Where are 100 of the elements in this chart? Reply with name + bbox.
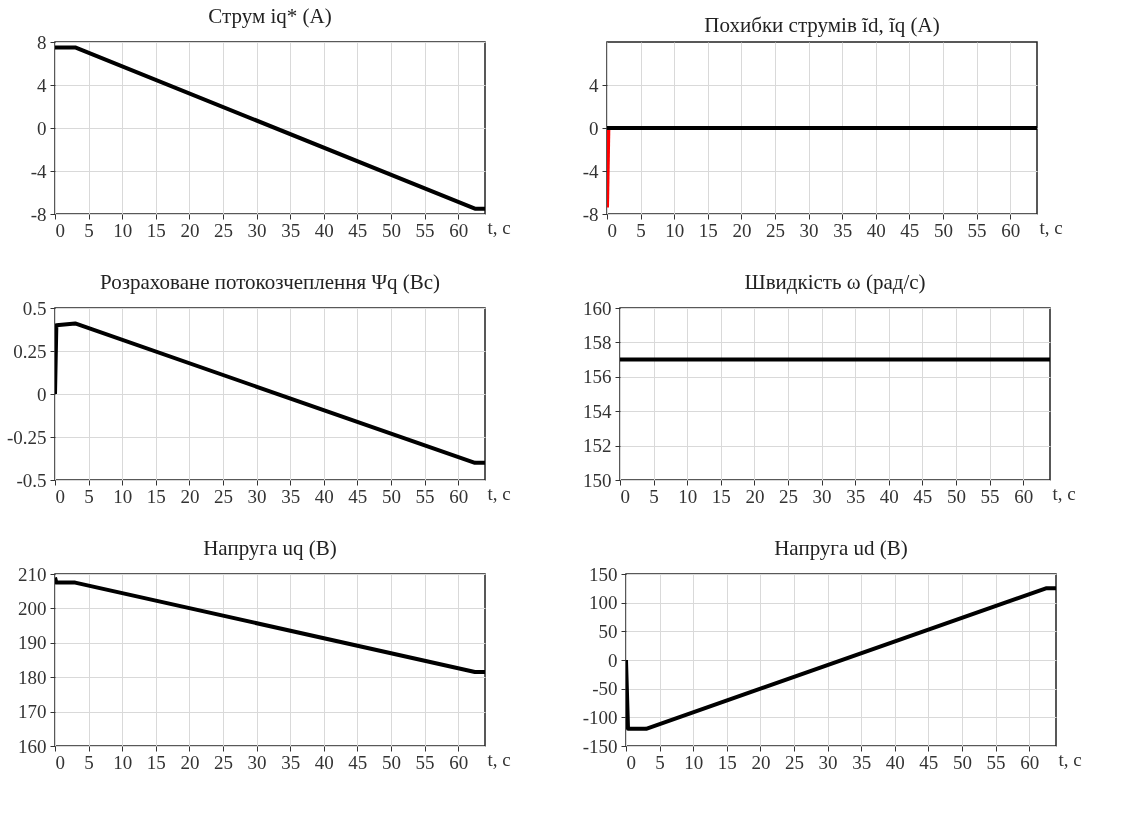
y-tick-label: -4 bbox=[30, 160, 47, 182]
x-tick-label: 35 bbox=[833, 219, 853, 241]
x-tick-label: 15 bbox=[146, 751, 166, 773]
x-tick-label: 30 bbox=[799, 219, 819, 241]
x-axis-title: t, c bbox=[1052, 482, 1076, 504]
x-tick-label: 25 bbox=[213, 485, 233, 507]
x-tick-label: 30 bbox=[247, 751, 267, 773]
x-axis-title: t, c bbox=[1058, 748, 1082, 770]
y-tick-label: 0 bbox=[589, 117, 599, 139]
x-tick-label: 45 bbox=[919, 751, 939, 773]
x-tick-label: 55 bbox=[415, 485, 435, 507]
x-tick-label: 20 bbox=[180, 751, 200, 773]
x-tick-label: 5 bbox=[84, 219, 94, 241]
y-tick-label: 160 bbox=[18, 735, 47, 757]
y-tick-label: 152 bbox=[583, 435, 612, 457]
y-tick-label: 4 bbox=[589, 74, 599, 96]
y-tick-label: 0.5 bbox=[22, 297, 47, 319]
x-tick-label: 20 bbox=[180, 219, 200, 241]
x-tick-label: 40 bbox=[314, 485, 334, 507]
x-tick-label: 5 bbox=[649, 485, 659, 507]
y-tick-label: -4 bbox=[582, 160, 599, 182]
x-tick-label: 40 bbox=[866, 219, 886, 241]
x-tick-label: 60 bbox=[1001, 219, 1021, 241]
y-tick-label: 154 bbox=[583, 400, 612, 422]
x-tick-label: 50 bbox=[381, 751, 401, 773]
y-tick-label: 0 bbox=[37, 383, 47, 405]
x-tick-label: 10 bbox=[665, 219, 685, 241]
x-tick-label: 15 bbox=[146, 219, 166, 241]
x-tick-label: 10 bbox=[113, 485, 133, 507]
x-tick-label: 25 bbox=[213, 219, 233, 241]
x-tick-label: 40 bbox=[314, 219, 334, 241]
x-tick-label: 55 bbox=[415, 751, 435, 773]
y-tick-label: 156 bbox=[583, 366, 612, 388]
x-tick-label: 55 bbox=[980, 485, 1000, 507]
x-tick-label: 10 bbox=[113, 751, 133, 773]
x-tick-label: 35 bbox=[846, 485, 866, 507]
x-tick-label: 5 bbox=[84, 485, 94, 507]
x-tick-label: 50 bbox=[381, 485, 401, 507]
y-tick-label: 0 bbox=[608, 649, 618, 671]
x-tick-label: 55 bbox=[415, 219, 435, 241]
x-tick-label: 60 bbox=[449, 751, 469, 773]
x-tick-label: 55 bbox=[986, 751, 1006, 773]
x-tick-label: 25 bbox=[765, 219, 785, 241]
y-tick-label: 150 bbox=[583, 469, 612, 491]
x-tick-label: 15 bbox=[698, 219, 718, 241]
y-tick-label: 100 bbox=[589, 592, 618, 614]
x-tick-label: 60 bbox=[449, 485, 469, 507]
y-tick-label: 50 bbox=[598, 620, 618, 642]
x-axis-title: t, c bbox=[487, 216, 511, 238]
y-tick-label: -8 bbox=[582, 203, 599, 225]
y-tick-label: 180 bbox=[18, 666, 47, 688]
x-tick-label: 35 bbox=[281, 219, 301, 241]
y-tick-label: 0 bbox=[37, 117, 47, 139]
x-tick-label: 45 bbox=[348, 219, 368, 241]
x-tick-label: 25 bbox=[778, 485, 798, 507]
x-tick-label: 5 bbox=[636, 219, 646, 241]
x-tick-label: 5 bbox=[655, 751, 665, 773]
x-tick-label: 50 bbox=[952, 751, 972, 773]
x-tick-label: 45 bbox=[913, 485, 933, 507]
x-tick-label: 30 bbox=[812, 485, 832, 507]
x-tick-label: 35 bbox=[281, 485, 301, 507]
x-tick-label: 0 bbox=[55, 219, 65, 241]
x-tick-label: 5 bbox=[84, 751, 94, 773]
x-tick-label: 55 bbox=[967, 219, 987, 241]
x-tick-label: 25 bbox=[784, 751, 804, 773]
x-axis-title: t, c bbox=[1039, 216, 1063, 238]
x-tick-label: 25 bbox=[213, 751, 233, 773]
x-tick-label: 10 bbox=[113, 219, 133, 241]
x-tick-label: 45 bbox=[900, 219, 920, 241]
y-tick-label: -0.5 bbox=[16, 469, 47, 491]
x-tick-label: 40 bbox=[879, 485, 899, 507]
x-tick-label: 60 bbox=[1014, 485, 1034, 507]
chart-title: Напруга uq (В) bbox=[203, 536, 337, 560]
x-axis-title: t, c bbox=[487, 482, 511, 504]
x-tick-label: 50 bbox=[946, 485, 966, 507]
x-tick-label: 10 bbox=[678, 485, 698, 507]
y-tick-label: 8 bbox=[37, 31, 47, 53]
y-tick-label: 4 bbox=[37, 74, 47, 96]
x-tick-label: 35 bbox=[852, 751, 872, 773]
y-tick-label: 190 bbox=[18, 632, 47, 654]
x-tick-label: 50 bbox=[381, 219, 401, 241]
x-tick-label: 0 bbox=[626, 751, 636, 773]
y-tick-label: -0.25 bbox=[6, 426, 47, 448]
x-tick-label: 10 bbox=[684, 751, 704, 773]
x-tick-label: 20 bbox=[732, 219, 752, 241]
x-tick-label: 20 bbox=[180, 485, 200, 507]
x-tick-label: 40 bbox=[314, 751, 334, 773]
x-tick-label: 30 bbox=[247, 485, 267, 507]
y-tick-label: 200 bbox=[18, 597, 47, 619]
y-tick-label: 150 bbox=[589, 563, 618, 585]
x-tick-label: 0 bbox=[55, 485, 65, 507]
x-tick-label: 15 bbox=[711, 485, 731, 507]
x-tick-label: 15 bbox=[717, 751, 737, 773]
y-tick-label: 158 bbox=[583, 331, 612, 353]
chart-title: Розраховане потокозчеплення Ψq (Вс) bbox=[100, 270, 440, 294]
y-tick-label: 160 bbox=[583, 297, 612, 319]
chart-title: Напруга ud (В) bbox=[774, 536, 908, 560]
y-tick-label: -8 bbox=[30, 203, 47, 225]
chart-title: Струм iq* (A) bbox=[208, 4, 332, 28]
x-tick-label: 15 bbox=[146, 485, 166, 507]
